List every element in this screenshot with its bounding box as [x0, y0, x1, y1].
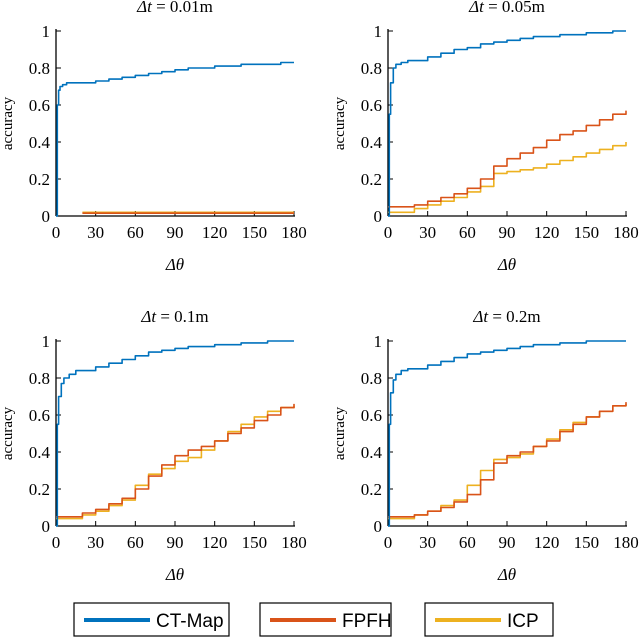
y-tick-label: 0.4 — [361, 133, 383, 152]
y-tick-label: 1 — [42, 332, 51, 351]
plot-title-symbol: Δt — [472, 307, 489, 326]
y-tick-label: 0.6 — [29, 96, 50, 115]
plot-title-value: = 0.1m — [156, 307, 209, 326]
x-tick-label: 90 — [499, 533, 516, 552]
plot-title: Δt = 0.01m — [136, 0, 213, 16]
y-axis-label: accuracy — [332, 406, 348, 460]
y-tick-label: 0.4 — [29, 443, 51, 462]
x-axis-label: Δθ — [497, 565, 516, 584]
series-line-fpfh — [56, 403, 295, 518]
legend-label-fpfh: FPFH — [342, 611, 392, 632]
x-axis-label: Δθ — [497, 255, 516, 274]
y-tick-label: 0 — [42, 517, 51, 536]
x-tick-label: 60 — [459, 533, 476, 552]
y-tick-label: 0.2 — [361, 480, 382, 499]
plot-title-symbol: Δt — [140, 307, 157, 326]
y-tick-label: 0.6 — [29, 406, 50, 425]
x-tick-label: 30 — [87, 533, 104, 552]
plot-title: Δt = 0.2m — [472, 307, 540, 326]
x-tick-label: 60 — [459, 223, 476, 242]
y-axis-label: accuracy — [332, 96, 348, 150]
plot-title: Δt = 0.05m — [468, 0, 545, 16]
y-tick-label: 0 — [374, 207, 383, 226]
x-tick-label: 30 — [87, 223, 104, 242]
y-tick-label: 0.8 — [361, 59, 382, 78]
x-tick-label: 0 — [384, 223, 393, 242]
y-axis-label: accuracy — [0, 96, 16, 150]
legend-label-ctmap: CT-Map — [156, 611, 224, 632]
plot-title-value: = 0.01m — [152, 0, 213, 16]
y-tick-label: 0.6 — [361, 96, 382, 115]
x-tick-label: 150 — [574, 223, 600, 242]
legend: CT-Map FPFH ICP — [73, 602, 554, 637]
x-tick-label: 180 — [613, 533, 639, 552]
y-tick-label: 0.2 — [29, 170, 50, 189]
x-tick-label: 0 — [52, 533, 61, 552]
y-tick-label: 0.8 — [29, 369, 50, 388]
y-tick-label: 0.2 — [29, 480, 50, 499]
y-tick-label: 0.8 — [361, 369, 382, 388]
series-line-ctmap — [56, 61, 294, 217]
series-line-icp — [388, 142, 627, 214]
plot-title-symbol: Δt — [136, 0, 153, 16]
x-tick-label: 180 — [613, 223, 639, 242]
subplot-grid: 0 0.2 0.4 0.6 0.8 1 0 30 60 90 120 150 180 Δθ accuracy… — [0, 0, 639, 584]
x-axis-label: Δθ — [165, 255, 184, 274]
x-tick-label: 0 — [52, 223, 61, 242]
plot-title-symbol: Δt — [468, 0, 485, 16]
y-tick-label: 1 — [374, 22, 383, 41]
x-tick-label: 30 — [419, 223, 436, 242]
subplot-2: 0 0.2 0.4 0.6 0.8 1 0 30 60 90 120 150 180 Δθ accuracy… — [332, 0, 639, 274]
y-axis-label: accuracy — [0, 406, 16, 460]
y-tick-label: 0 — [374, 517, 383, 536]
x-tick-label: 90 — [499, 223, 516, 242]
y-tick-label: 0.6 — [361, 406, 382, 425]
series-line-ctmap — [56, 340, 294, 527]
x-tick-label: 0 — [384, 533, 393, 552]
x-tick-label: 90 — [167, 223, 184, 242]
series-line-ctmap — [388, 340, 626, 527]
y-tick-label: 0.2 — [361, 170, 382, 189]
y-tick-label: 1 — [42, 22, 51, 41]
x-tick-label: 30 — [419, 533, 436, 552]
y-tick-label: 1 — [374, 332, 383, 351]
x-tick-label: 60 — [127, 223, 144, 242]
x-tick-label: 120 — [534, 223, 560, 242]
y-tick-label: 0 — [42, 207, 51, 226]
x-tick-label: 150 — [242, 533, 268, 552]
subplot-1: 0 0.2 0.4 0.6 0.8 1 0 30 60 90 120 150 180 Δθ accuracy… — [0, 0, 307, 274]
x-tick-label: 150 — [574, 533, 600, 552]
x-tick-label: 90 — [167, 533, 184, 552]
y-tick-label: 0.4 — [361, 443, 383, 462]
series-line-fpfh — [388, 402, 627, 518]
plot-title-value: = 0.05m — [484, 0, 545, 16]
subplot-3: 0 0.2 0.4 0.6 0.8 1 0 30 60 90 120 150 180 Δθ accuracy… — [0, 307, 307, 584]
x-tick-label: 120 — [202, 533, 228, 552]
subplot-4: 0 0.2 0.4 0.6 0.8 1 0 30 60 90 120 150 180 Δθ accuracy… — [332, 307, 639, 584]
x-tick-label: 150 — [242, 223, 268, 242]
y-tick-label: 0.4 — [29, 133, 51, 152]
x-tick-label: 180 — [281, 223, 307, 242]
series-line-ctmap — [388, 30, 626, 217]
x-tick-label: 120 — [534, 533, 560, 552]
series-line-icp — [56, 405, 295, 520]
plot-title-value: = 0.2m — [488, 307, 541, 326]
plot-title: Δt = 0.1m — [140, 307, 208, 326]
y-tick-label: 0.8 — [29, 59, 50, 78]
x-tick-label: 180 — [281, 533, 307, 552]
x-tick-label: 120 — [202, 223, 228, 242]
legend-label-icp: ICP — [507, 611, 539, 632]
series-line-fpfh — [388, 110, 627, 208]
x-axis-label: Δθ — [165, 565, 184, 584]
x-tick-label: 60 — [127, 533, 144, 552]
